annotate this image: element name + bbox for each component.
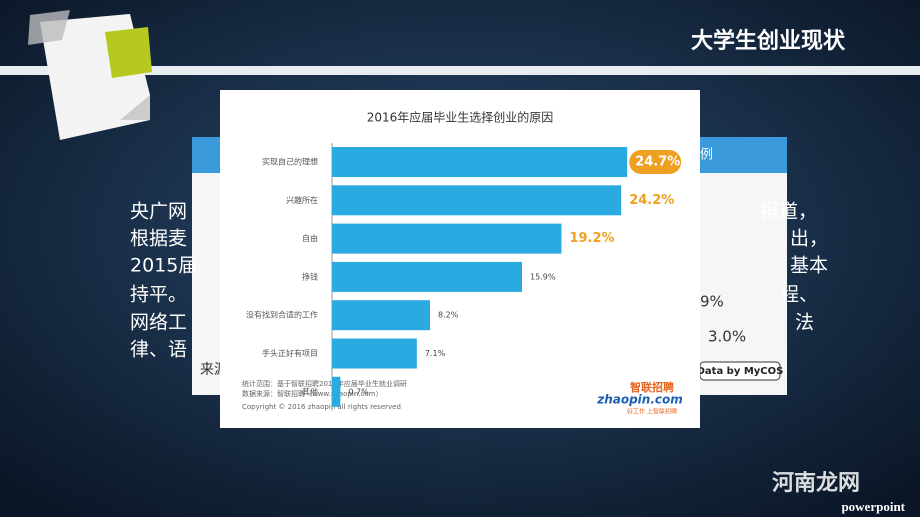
card-text: 9%: [700, 293, 724, 311]
card-text: 例: [700, 148, 713, 163]
category-label: 挣钱: [302, 271, 318, 281]
body-text: 出，: [790, 228, 828, 250]
body-text: 央广网: [130, 201, 187, 223]
plot: 实现自己的理想 24.7% 兴趣所在 24.2% 自由 19.2% 挣钱 15.9% 没有找到合…: [246, 143, 682, 411]
value-label: 19.2%: [569, 231, 614, 246]
chart-note: 统计范围：基于智联招聘2016年应届毕业生就业调研: [242, 379, 407, 388]
badge: Data by MyCOS: [697, 366, 784, 377]
chart-title: 2016年应届毕业生选择创业的原因: [367, 110, 554, 125]
value-label: 15.9%: [530, 272, 556, 281]
category-label: 兴趣所在: [286, 195, 318, 205]
card-text: 3.0%: [708, 328, 746, 346]
value-label: 24.2%: [629, 193, 674, 208]
logo: zhaopin.com: [596, 393, 683, 407]
body-text: 2015届: [130, 255, 197, 277]
bar: [332, 376, 341, 407]
body-text: 报道，: [760, 201, 817, 223]
body-text: 央广网 报道， 根据麦 出， 2015届 基本 持平。 程、 网络工 法 律、语: [130, 201, 828, 361]
bar: [332, 223, 562, 254]
header-band: [0, 66, 920, 75]
category-label: 没有找到合适的工作: [246, 310, 318, 320]
bar: [332, 147, 628, 177]
body-text: 基本: [790, 255, 828, 277]
body-text: 法: [795, 312, 814, 334]
bar: [332, 338, 417, 369]
chart-copyright: Copyright © 2016 zhaopin all rights rese…: [242, 403, 401, 411]
body-text: 持平。: [130, 284, 187, 306]
category-label: 手头正好有项目: [262, 348, 318, 358]
bar: [332, 261, 523, 292]
value-label: 0.7%: [348, 387, 369, 396]
label-bubble: [629, 150, 682, 174]
chart-panel: [220, 90, 700, 428]
bar: [332, 185, 622, 216]
logo: 好工作 上智联招聘: [627, 408, 677, 416]
category-label: 其他: [302, 386, 318, 396]
watermark: 河南龙网: [772, 471, 860, 496]
category-label: 实现自己的理想: [262, 157, 318, 167]
body-text: 网络工: [130, 312, 187, 334]
category-label: 自由: [302, 233, 318, 243]
logo: 智联招聘: [630, 380, 674, 394]
bar: [332, 300, 430, 331]
chart-note: 数据来源：智联招聘（www.zhaopin.com）: [242, 389, 382, 398]
value-label: 8.2%: [438, 311, 459, 320]
value-label: 24.7%: [635, 155, 680, 170]
value-label: 7.1%: [425, 349, 446, 358]
body-text: 根据麦: [130, 228, 187, 250]
slide-title: 大学生创业现状: [691, 28, 846, 54]
brand: powerpoint: [841, 499, 905, 514]
body-text: 律、语: [130, 339, 187, 361]
body-text: 程、: [780, 284, 818, 306]
paper-icon: [28, 10, 152, 140]
